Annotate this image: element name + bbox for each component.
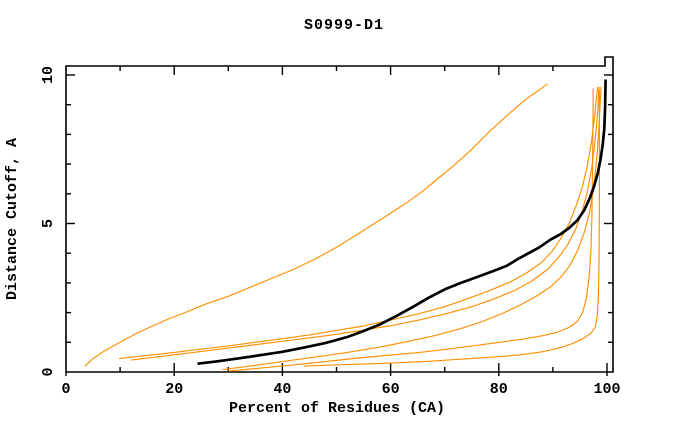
curve-orange-model-6-best <box>303 89 600 367</box>
curve-orange-model-2 <box>118 86 599 360</box>
plot-title: S0999-D1 <box>304 17 384 34</box>
curve-orange-model-5 <box>228 88 594 372</box>
tick-labels-layer: 0 20 40 60 80 100 0 5 10 <box>40 66 621 398</box>
x-tick-label-100: 100 <box>593 381 620 398</box>
curve-orange-model-4 <box>222 86 602 371</box>
curve-orange-model-1-worst <box>84 83 548 367</box>
curves-layer <box>84 79 607 372</box>
x-tick-label-80: 80 <box>490 381 508 398</box>
x-tick-label-20: 20 <box>165 381 183 398</box>
x-tick-label-0: 0 <box>61 381 70 398</box>
y-tick-label-10: 10 <box>40 66 57 84</box>
x-axis-label: Percent of Residues (CA) <box>229 400 445 417</box>
plot-frame <box>65 56 614 373</box>
x-tick-label-60: 60 <box>382 381 400 398</box>
curve-black-selected-model <box>197 79 607 366</box>
curve-orange-model-3 <box>130 86 600 361</box>
y-tick-label-0: 0 <box>40 367 57 376</box>
y-tick-label-5: 5 <box>40 219 57 228</box>
y-axis-label: Distance Cutoff, A <box>4 138 21 300</box>
x-tick-label-40: 40 <box>273 381 291 398</box>
ticks-layer <box>65 66 613 376</box>
